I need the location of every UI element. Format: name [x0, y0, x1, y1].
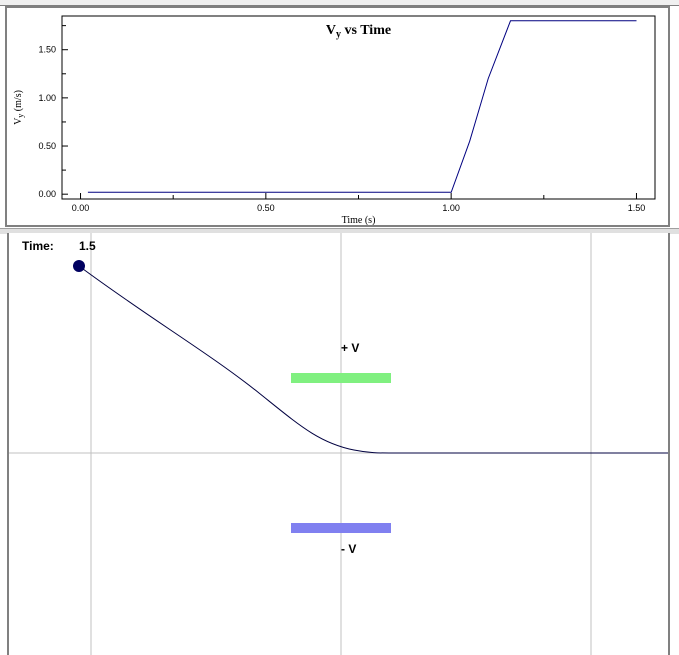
plus-v-bar[interactable] [291, 373, 391, 383]
x-tick-label: 0.00 [72, 203, 90, 213]
time-label: Time: [22, 239, 54, 253]
plot-frame [61, 15, 656, 200]
vy-vs-time-graph-panel: 0.00 0.50 1.00 1.50 0.00 0.50 1.00 1.50 Vy vs Ti… [5, 6, 670, 227]
y-axis-label-rest: (m/s) [13, 90, 24, 114]
x-tick-label: 0.50 [257, 203, 275, 213]
y-tick-label: 0.00 [38, 189, 56, 199]
chart-title-rest: vs Time [341, 23, 391, 38]
ball[interactable] [73, 260, 85, 272]
minus-v-bar[interactable] [291, 523, 391, 533]
y-axis-label-main: V [13, 117, 24, 125]
time-value: 1.5 [79, 239, 96, 253]
y-tick-label: 1.00 [38, 93, 56, 103]
y-tick-label: 0.50 [38, 141, 56, 151]
chart-title-sub: y [336, 29, 341, 40]
y-axis-label: Vy (m/s) [13, 90, 25, 125]
y-tick-label: 1.50 [38, 45, 56, 55]
vy-series-line [87, 20, 637, 193]
x-axis-label: Time (s) [342, 215, 376, 225]
plus-v-label: + V [341, 341, 359, 355]
chart-title: Vy vs Time [326, 23, 391, 40]
vy-vs-time-chart: 0.00 0.50 1.00 1.50 0.00 0.50 1.00 1.50 Vy vs Ti… [13, 15, 656, 225]
panel-divider[interactable] [0, 228, 679, 234]
chart-title-main: V [326, 23, 336, 38]
x-tick-label: 1.50 [628, 203, 646, 213]
simulation-panel[interactable]: + V - V Time: 1.5 [7, 233, 670, 655]
ball-trajectory-path [78, 265, 668, 454]
top-toolbar-strip [0, 0, 679, 6]
minus-v-label: - V [341, 542, 356, 556]
simulation-canvas: + V - V [9, 233, 668, 655]
x-tick-label: 1.00 [442, 203, 460, 213]
y-axis-label-sub: y [16, 114, 25, 118]
